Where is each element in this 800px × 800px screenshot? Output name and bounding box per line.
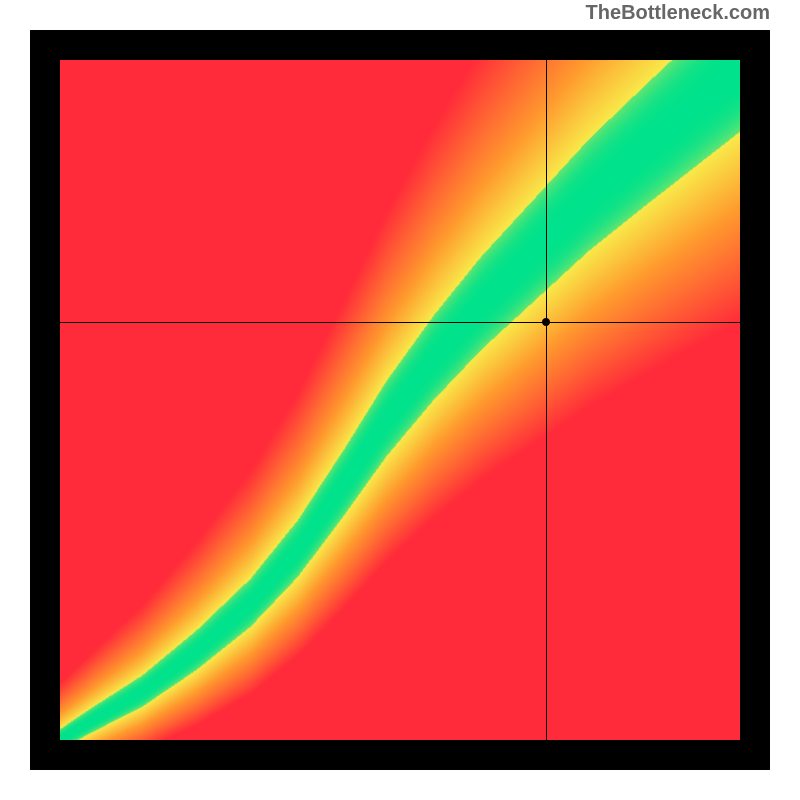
crosshair-horizontal — [60, 322, 740, 323]
heatmap-canvas — [60, 60, 740, 740]
marker-dot — [542, 318, 550, 326]
chart-container: TheBottleneck.com — [0, 0, 800, 800]
crosshair-vertical — [546, 60, 547, 740]
plot-frame — [30, 30, 770, 770]
watermark-text: TheBottleneck.com — [586, 2, 770, 25]
